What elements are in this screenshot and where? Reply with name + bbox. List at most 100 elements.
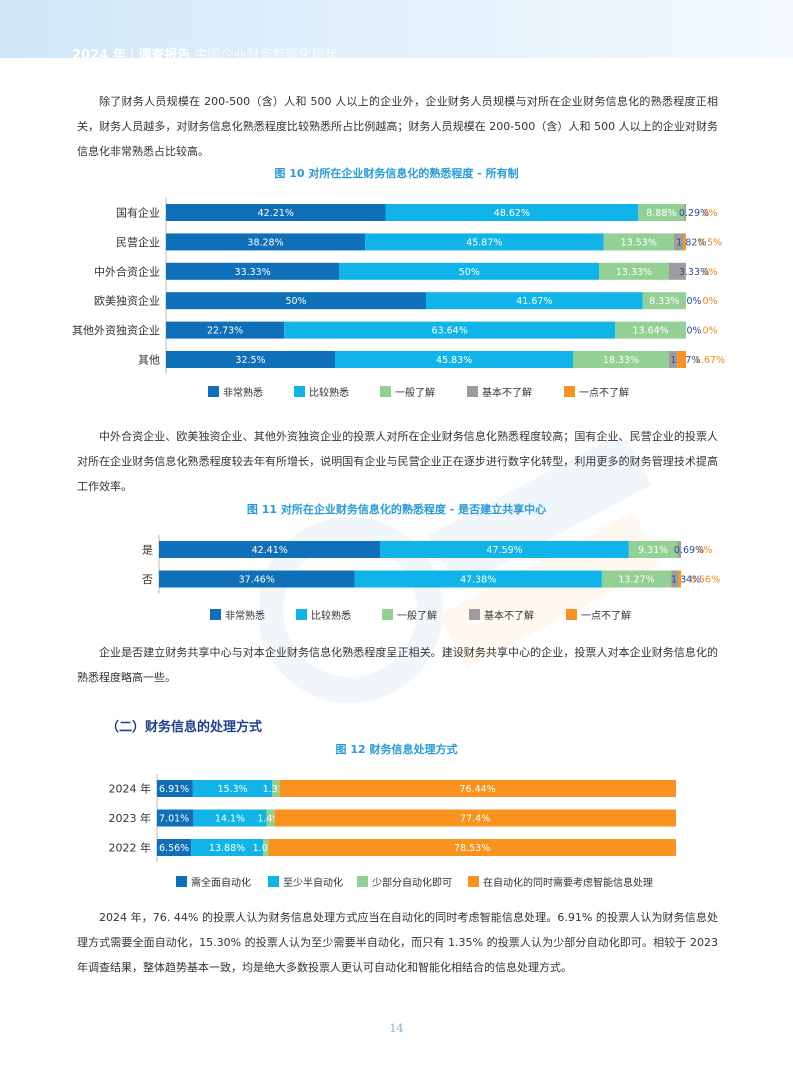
category-label: 否 — [142, 573, 153, 586]
category-label: 2024 年 — [109, 782, 152, 796]
legend-label: 需全面自动化 — [191, 876, 251, 889]
category-label: 中外合资企业 — [94, 264, 160, 278]
data-label: 50% — [285, 296, 306, 307]
data-label: 14.1% — [215, 814, 245, 825]
category-label: 欧美独资企业 — [94, 294, 160, 308]
bar-segment — [599, 262, 669, 280]
data-label: 63.64% — [432, 326, 468, 337]
data-label: 22.73% — [207, 326, 243, 337]
paragraph-4: 2024 年，76. 44% 的投票人认为财务信息处理方式应当在自动化的同时考虑… — [77, 911, 718, 974]
bar-segment — [601, 570, 672, 588]
page-header-band: 2024 年 | 调查报告 中国企业财务智能化现状 — [0, 0, 793, 63]
data-label: 42.41% — [252, 545, 288, 556]
legend-label: 少部分自动化即可 — [372, 876, 452, 889]
data-label: 45.83% — [436, 355, 472, 366]
data-label: 13.33% — [616, 267, 652, 278]
data-label: 6.56% — [159, 843, 189, 854]
bar-segment — [671, 570, 679, 588]
paragraph-1: 除了财务人员规模在 200-500（含）人和 500 人以上的企业外，企业财务人… — [77, 95, 718, 158]
legend-swatch — [564, 386, 575, 397]
bar-segment — [335, 351, 574, 368]
bar-segment — [677, 351, 686, 368]
bar-segment — [380, 541, 629, 558]
legend-swatch — [469, 609, 480, 620]
data-label: 0% — [686, 296, 701, 307]
data-label: 13.64% — [632, 326, 668, 337]
bar-segment — [668, 262, 686, 280]
data-label: 1.82% — [676, 237, 706, 248]
data-label: 18.33% — [603, 355, 639, 366]
bar-segment — [263, 839, 269, 856]
data-label: 13.27% — [618, 575, 654, 586]
page-number: 14 — [389, 1022, 404, 1035]
data-label: 42.21% — [258, 208, 294, 219]
legend-label: 比较熟悉 — [309, 386, 349, 399]
data-label: 15.3% — [217, 784, 247, 795]
bar-segment — [268, 839, 676, 856]
data-label: 50% — [459, 267, 480, 278]
bar-segment — [615, 321, 687, 339]
bar-segment — [603, 233, 674, 251]
data-label: 41.67% — [516, 296, 552, 307]
data-label: 0.69% — [674, 545, 704, 556]
data-label: 1.67% — [695, 355, 725, 366]
data-label: 77.4% — [460, 814, 490, 825]
category-label: 2022 年 — [109, 841, 152, 855]
legend-label: 非常熟悉 — [223, 386, 263, 399]
legend-swatch — [357, 876, 368, 887]
data-label: 8.33% — [649, 296, 679, 307]
bar-segment — [279, 780, 676, 797]
bar-segment — [166, 233, 366, 251]
header-separator: | — [129, 48, 135, 63]
data-label: 47.59% — [486, 545, 522, 556]
data-label: 9.31% — [638, 545, 668, 556]
legend-swatch — [208, 386, 219, 397]
legend-swatch — [176, 876, 187, 887]
category-label: 国有企业 — [116, 206, 160, 220]
bar-segment — [628, 541, 678, 558]
legend-swatch — [296, 609, 307, 620]
section-title: （二）财务信息的处理方式 — [106, 720, 263, 735]
data-label: 76.44% — [460, 784, 496, 795]
bar-segment — [272, 780, 280, 797]
bar-segment — [274, 809, 676, 827]
bar-segment — [157, 839, 192, 856]
chart-10-title: 图 10 对所在企业财务信息化的熟悉程度 - 所有制 — [274, 167, 519, 180]
legend-swatch — [468, 876, 479, 887]
data-label: 7.01% — [159, 814, 189, 825]
bar-segment — [677, 541, 681, 558]
category-label: 2023 年 — [109, 811, 152, 825]
data-label: 0% — [702, 267, 717, 278]
bar-segment — [426, 292, 643, 310]
data-label: 48.62% — [494, 208, 530, 219]
bar-segment — [365, 233, 604, 251]
bar-segment — [193, 809, 267, 827]
paragraph-2: 中外合资企业、欧美独资企业、其他外资独资企业的投票人对所在企业财务信息化熟悉程度… — [77, 430, 718, 493]
data-label: 45.87% — [466, 237, 502, 248]
chart-12-title: 图 12 财务信息处理方式 — [335, 743, 458, 756]
legend-swatch — [467, 386, 478, 397]
data-label: 0% — [687, 326, 702, 337]
data-label: 47.38% — [460, 575, 496, 586]
data-label: 0.5% — [698, 237, 722, 248]
chart-11-title: 图 11 对所在企业财务信息化的熟悉程度 - 是否建立共享中心 — [246, 503, 547, 516]
bar-segment — [166, 204, 386, 221]
data-label: 1.49% — [257, 814, 287, 825]
data-label: 1.34% — [671, 575, 701, 586]
legend-label: 一点不了解 — [581, 609, 631, 622]
bar-segment — [159, 541, 381, 558]
bar-segment — [266, 809, 275, 827]
bar-segment — [157, 809, 194, 827]
paragraph-3: 企业是否建立财务共享中心与对本企业财务信息化熟悉程度呈正相关。建设财务共享中心的… — [77, 646, 718, 684]
data-label: 8.88% — [646, 208, 676, 219]
header-subtitle: 中国企业财务智能化现状 — [194, 48, 338, 63]
bar-segment — [159, 570, 355, 588]
legend-swatch — [294, 386, 305, 397]
bar-segment — [684, 204, 686, 221]
legend-swatch — [210, 609, 221, 620]
data-label: 33.33% — [235, 267, 271, 278]
legend-label: 至少半自动化 — [283, 876, 343, 889]
